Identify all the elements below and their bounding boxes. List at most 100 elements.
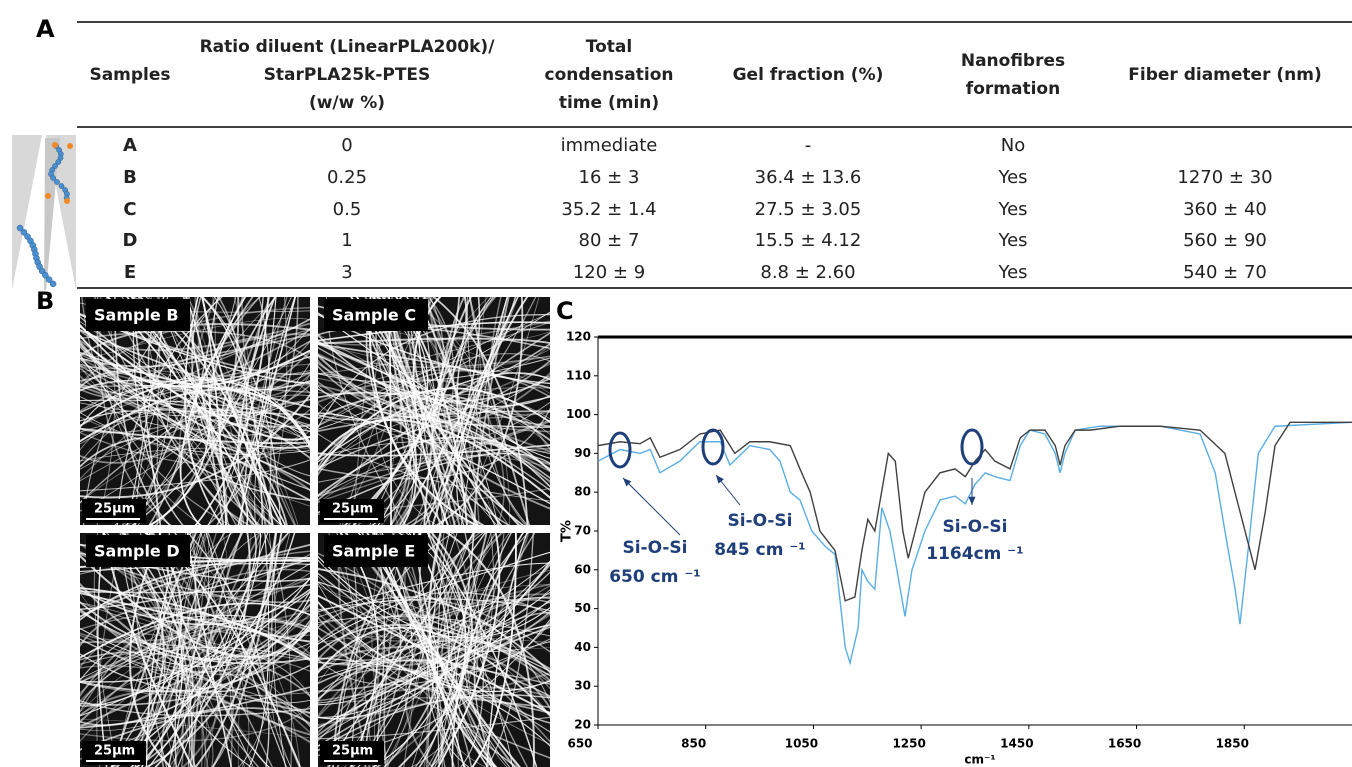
- fibre: [318, 321, 550, 342]
- table-cell: B: [123, 167, 137, 188]
- fibre: [318, 342, 550, 428]
- fibre: [404, 533, 489, 767]
- fibre: [336, 533, 374, 767]
- fibre: [163, 533, 203, 767]
- fibre: [346, 533, 358, 767]
- fibre: [318, 417, 550, 453]
- fibre: [318, 337, 550, 345]
- fibre: [486, 533, 528, 767]
- fibre: [80, 591, 310, 707]
- fibre: [318, 559, 550, 652]
- fibre: [180, 297, 247, 525]
- fibre: [378, 297, 475, 525]
- fibre: [248, 533, 270, 767]
- table-cell: 540 ± 70: [1183, 262, 1267, 283]
- fibre: [391, 533, 473, 767]
- fibre: [80, 412, 310, 455]
- table-cell: 80 ± 7: [579, 230, 640, 251]
- fibre: [205, 533, 229, 767]
- fibre: [237, 533, 252, 767]
- fibre: [318, 585, 550, 642]
- fibre: [427, 533, 505, 767]
- fibre: [318, 624, 550, 677]
- fibre: [80, 718, 310, 739]
- fibre: [144, 533, 278, 767]
- fibre: [432, 297, 529, 525]
- fibre: [437, 533, 451, 767]
- fibre: [80, 409, 310, 433]
- fibre: [318, 412, 550, 505]
- fibre: [148, 533, 270, 767]
- fibre: [486, 533, 534, 767]
- spectrum-line: [598, 421, 1352, 602]
- fibre: [318, 354, 550, 510]
- fibre: [337, 533, 454, 767]
- fibre: [375, 533, 425, 767]
- scale-label: 25µm: [94, 744, 135, 759]
- fibre: [237, 297, 277, 525]
- table-cell: 8.8 ± 2.60: [760, 262, 855, 283]
- fibre: [318, 340, 550, 488]
- annotation-arrow: [622, 477, 681, 536]
- fibre: [80, 353, 310, 501]
- fibre: [80, 334, 310, 388]
- fibre: [80, 554, 310, 694]
- column-header: Total: [586, 37, 632, 57]
- fibre: [177, 533, 269, 767]
- fibre: [318, 407, 550, 480]
- column-header: formation: [966, 79, 1060, 99]
- fibre: [237, 297, 276, 525]
- fibre: [407, 297, 501, 525]
- annotation-text: Si-O-Si: [622, 538, 687, 558]
- fibre: [318, 372, 550, 463]
- fibre: [318, 372, 550, 483]
- fibre: [318, 601, 550, 692]
- fibre: [80, 577, 310, 684]
- fibre: [318, 311, 550, 430]
- fibre: [318, 388, 550, 428]
- fibre: [80, 614, 310, 682]
- fibre: [318, 320, 550, 346]
- fibre: [318, 551, 550, 645]
- table-cell: Yes: [997, 199, 1027, 220]
- fibre: [318, 560, 550, 720]
- fibre: [80, 611, 310, 661]
- fibre: [80, 345, 310, 491]
- fibre: [410, 533, 479, 767]
- table-cell: C: [123, 199, 136, 220]
- y-tick-label: 50: [574, 601, 591, 615]
- table-cell: 35.2 ± 1.4: [561, 199, 656, 220]
- fibre: [211, 533, 283, 767]
- fibre: [399, 297, 475, 525]
- column-header: (w/w %): [309, 93, 385, 113]
- fibre: [318, 598, 550, 612]
- fibre: [433, 533, 495, 767]
- table-cell: A: [123, 135, 137, 156]
- fibre: [80, 707, 310, 751]
- fibre: [423, 297, 466, 525]
- table-cell: Yes: [997, 230, 1027, 251]
- fibre: [435, 297, 524, 525]
- y-tick-label: 80: [574, 485, 591, 499]
- fibre: [374, 533, 404, 767]
- fibre: [352, 297, 468, 525]
- table-cell: 15.5 ± 4.12: [755, 230, 862, 251]
- fibre: [130, 533, 183, 767]
- fibre: [318, 581, 550, 672]
- table-cell: Yes: [997, 262, 1027, 283]
- molecule-cartoon: [12, 135, 76, 290]
- x-tick-label: 1450: [1000, 737, 1033, 751]
- fibre: [318, 452, 550, 514]
- fibre: [167, 533, 232, 767]
- fibre: [101, 533, 214, 767]
- annotation-text: Si-O-Si: [727, 511, 792, 531]
- annotation-text: 1164cm ⁻¹: [926, 544, 1023, 564]
- sem-label: Sample B: [94, 306, 179, 325]
- fibre: [318, 359, 550, 433]
- fibre: [80, 613, 310, 727]
- fibre: [140, 533, 257, 767]
- fibre: [318, 421, 550, 503]
- x-tick-label: 1650: [1108, 737, 1141, 751]
